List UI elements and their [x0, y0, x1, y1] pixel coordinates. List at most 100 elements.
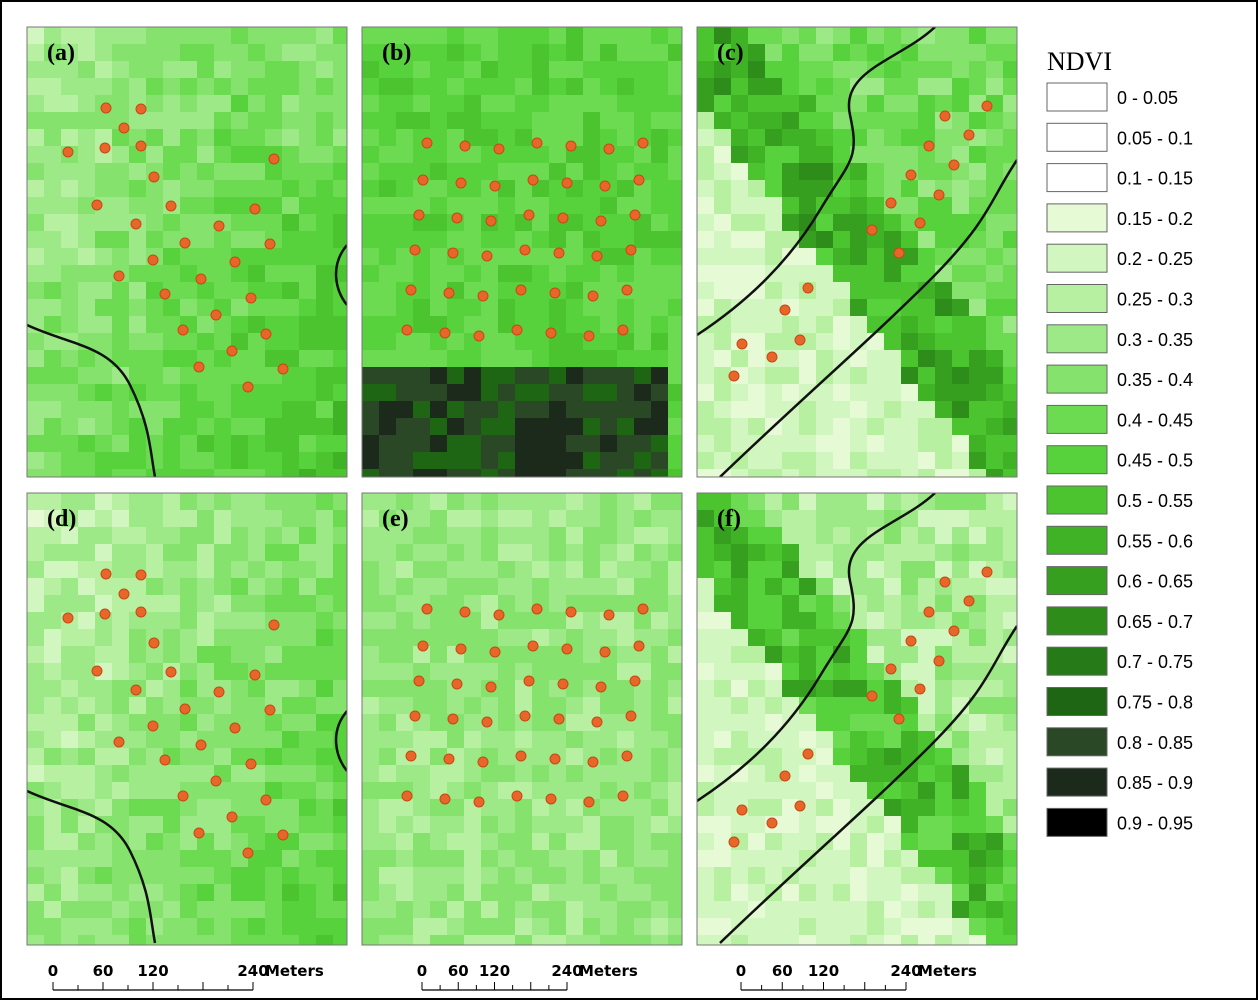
- raster-cell: [299, 816, 317, 834]
- raster-cell: [884, 629, 902, 647]
- raster-cell: [379, 493, 397, 511]
- raster-cell: [867, 629, 885, 647]
- raster-cell: [952, 510, 970, 528]
- raster-cell: [765, 231, 783, 249]
- raster-cell: [146, 833, 164, 851]
- raster-cell: [447, 833, 465, 851]
- raster-cell: [799, 595, 817, 613]
- raster-cell: [248, 680, 266, 698]
- raster-cell: [731, 78, 749, 96]
- raster-cell: [78, 816, 96, 834]
- raster-cell: [833, 401, 851, 419]
- raster-cell: [515, 435, 533, 453]
- raster-cell: [27, 714, 45, 732]
- raster-cell: [884, 231, 902, 249]
- raster-cell: [299, 697, 317, 715]
- raster-cell: [901, 299, 919, 317]
- legend-swatch: [1046, 82, 1108, 112]
- raster-cell: [413, 112, 431, 130]
- raster-cell: [396, 714, 414, 732]
- sample-point: [179, 237, 191, 249]
- raster-cell: [714, 418, 732, 436]
- raster-cell: [850, 180, 868, 198]
- raster-cell: [362, 510, 380, 528]
- raster-cell: [430, 646, 448, 664]
- raster-cell: [1003, 61, 1017, 79]
- raster-cell: [61, 850, 79, 868]
- raster-cell: [697, 44, 715, 62]
- raster-cell: [901, 350, 919, 368]
- raster-cell: [231, 435, 249, 453]
- raster-cell: [379, 44, 397, 62]
- raster-cell: [816, 867, 834, 885]
- raster-cell: [952, 265, 970, 283]
- raster-cell: [379, 680, 397, 698]
- raster-cell: [634, 350, 652, 368]
- raster-cell: [515, 27, 533, 45]
- raster-cell: [884, 697, 902, 715]
- raster-cell: [782, 663, 800, 681]
- raster-cell: [447, 765, 465, 783]
- raster-cell: [799, 248, 817, 266]
- raster-cell: [816, 833, 834, 851]
- sample-point: [147, 254, 159, 266]
- raster-cell: [146, 180, 164, 198]
- raster-cell: [95, 214, 113, 232]
- raster-cell: [27, 95, 45, 113]
- raster-cell: [668, 197, 682, 215]
- raster-cell: [464, 561, 482, 579]
- raster-cell: [379, 333, 397, 351]
- raster-cell: [430, 95, 448, 113]
- raster-cell: [362, 527, 380, 545]
- raster-cell: [299, 935, 317, 945]
- raster-cell: [651, 333, 669, 351]
- raster-cell: [44, 367, 62, 385]
- raster-cell: [464, 935, 482, 945]
- raster-cell: [231, 765, 249, 783]
- raster-cell: [600, 578, 618, 596]
- raster-cell: [833, 180, 851, 198]
- raster-cell: [952, 782, 970, 800]
- raster-cell: [901, 816, 919, 834]
- raster-cell: [333, 299, 347, 317]
- raster-cell: [634, 850, 652, 868]
- raster-cell: [413, 384, 431, 402]
- raster-cell: [532, 333, 550, 351]
- raster-cell: [600, 27, 618, 45]
- sample-point: [531, 603, 543, 615]
- raster-cell: [1003, 95, 1017, 113]
- raster-cell: [697, 867, 715, 885]
- raster-cell: [714, 901, 732, 919]
- raster-cell: [413, 901, 431, 919]
- raster-cell: [379, 248, 397, 266]
- raster-cell: [379, 231, 397, 249]
- raster-cell: [248, 316, 266, 334]
- raster-cell: [180, 180, 198, 198]
- raster-cell: [27, 748, 45, 766]
- raster-cell: [532, 265, 550, 283]
- raster-cell: [816, 782, 834, 800]
- raster-cell: [430, 833, 448, 851]
- raster-cell: [748, 78, 766, 96]
- raster-cell: [884, 112, 902, 130]
- raster-cell: [61, 214, 79, 232]
- raster-cell: [282, 333, 300, 351]
- raster-cell: [333, 333, 347, 351]
- raster-cell: [884, 578, 902, 596]
- raster-cell: [600, 527, 618, 545]
- raster-cell: [498, 527, 516, 545]
- raster-cell: [833, 435, 851, 453]
- raster-cell: [782, 469, 800, 477]
- raster-cell: [986, 612, 1004, 630]
- raster-cell: [78, 697, 96, 715]
- raster-cell: [27, 765, 45, 783]
- raster-cell: [498, 510, 516, 528]
- raster-cell: [969, 299, 987, 317]
- raster-cell: [515, 299, 533, 317]
- raster-cell: [231, 544, 249, 562]
- raster-cell: [799, 884, 817, 902]
- raster-cell: [44, 646, 62, 664]
- raster-cell: [231, 748, 249, 766]
- raster-cell: [265, 527, 283, 545]
- raster-cell: [549, 561, 567, 579]
